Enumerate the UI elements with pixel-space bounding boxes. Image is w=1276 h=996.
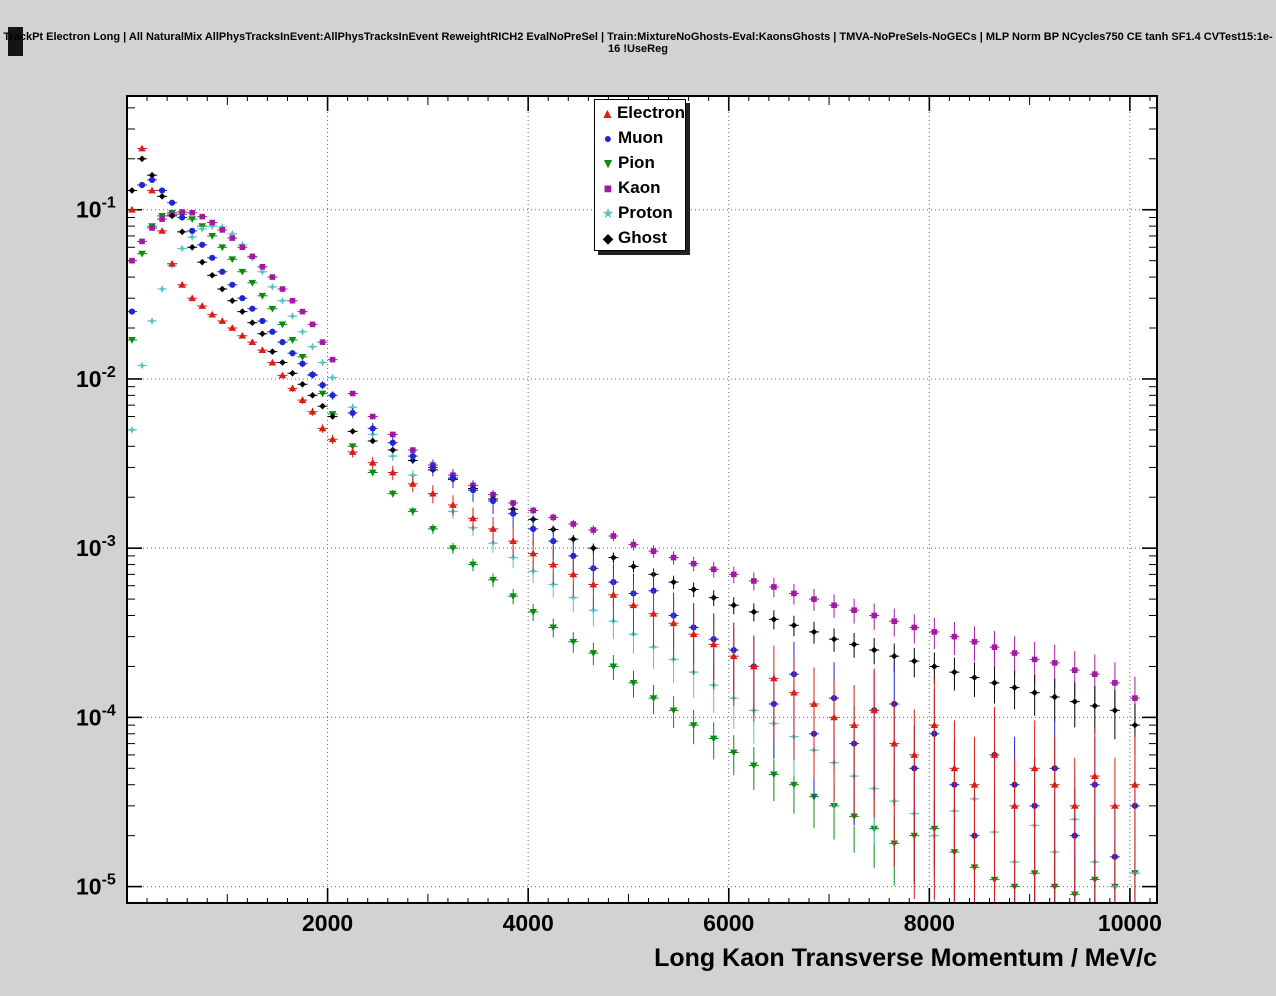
y-tick-label: 10-2 bbox=[76, 364, 116, 392]
x-axis-title: Long Kaon Transverse Momentum / MeV/c bbox=[654, 944, 1157, 972]
triangle-down-marker-icon: ▼ bbox=[601, 154, 615, 171]
square-marker-icon: ■ bbox=[603, 179, 613, 196]
legend-item-ghost: ◆ Ghost bbox=[595, 225, 685, 250]
x-tick-label: 10000 bbox=[1098, 910, 1162, 936]
triangle-up-marker-icon: ▲ bbox=[600, 104, 615, 121]
x-tick-label: 8000 bbox=[904, 910, 955, 936]
legend: ▲ Electron ● Muon ▼ Pion ■ Kaon ★ Proton ◆ Ghost bbox=[594, 99, 686, 251]
x-tick-label: 2000 bbox=[302, 910, 353, 936]
gridlines bbox=[127, 96, 1157, 903]
plot-frame bbox=[126, 95, 1158, 904]
series-ghost bbox=[128, 155, 1140, 756]
y-tick-label: 10-4 bbox=[76, 702, 116, 730]
legend-item-proton: ★ Proton bbox=[595, 200, 685, 225]
series-electron bbox=[128, 144, 1140, 902]
legend-label: Proton bbox=[618, 202, 673, 222]
y-tick-label: 10-1 bbox=[76, 195, 116, 223]
legend-label: Electron bbox=[616, 102, 685, 122]
legend-label: Muon bbox=[618, 127, 664, 147]
legend-label: Ghost bbox=[618, 227, 668, 247]
x-tick-label: 4000 bbox=[503, 910, 554, 936]
diamond-marker-icon: ◆ bbox=[602, 229, 614, 246]
y-tick-label: 10-5 bbox=[76, 872, 116, 900]
y-tick-label: 10-3 bbox=[76, 533, 116, 561]
corner-artifact bbox=[8, 27, 23, 56]
plot-title: TrackPt Electron Long | All NaturalMix A… bbox=[3, 31, 1273, 55]
legend-label: Kaon bbox=[618, 177, 661, 197]
star-marker-icon: ★ bbox=[601, 204, 615, 221]
axis-tick-labels: 2000 4000 6000 8000 10000 10-1 10-2 10-3 10-4 10-… bbox=[76, 195, 1162, 936]
legend-item-electron: ▲ Electron bbox=[595, 100, 685, 125]
x-tick-label: 6000 bbox=[703, 910, 754, 936]
legend-item-kaon: ■ Kaon bbox=[595, 175, 685, 200]
legend-item-muon: ● Muon bbox=[595, 125, 685, 150]
legend-item-pion: ▼ Pion bbox=[595, 150, 685, 175]
legend-label: Pion bbox=[618, 152, 655, 172]
circle-marker-icon: ● bbox=[603, 129, 613, 146]
